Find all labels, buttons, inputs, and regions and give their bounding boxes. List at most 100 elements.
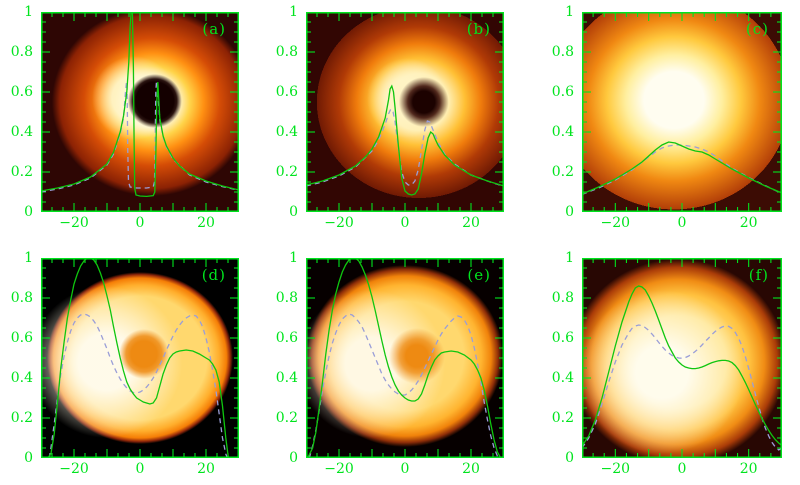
x-tick-label: 20	[197, 461, 215, 477]
x-tick-label: 20	[739, 215, 758, 231]
plot-overlay	[41, 12, 239, 212]
plot-frame	[41, 258, 239, 458]
y-axis-labels: 0 0.2 0.4 0.6 0.8 1	[0, 4, 36, 220]
x-tick-label: −20	[59, 215, 89, 231]
panel-label: (e)	[467, 266, 491, 284]
x-tick-label: 20	[197, 215, 215, 231]
panel-label: (a)	[202, 20, 226, 38]
y-tick-label: 1	[565, 4, 574, 20]
panel-d: 0 0.2 0.4 0.6 0.8 1 (d) −20 0 20	[0, 246, 246, 485]
x-tick-label: −20	[324, 461, 354, 477]
panel-a: 0 0.2 0.4 0.6 0.8 1 (a) −20 0 20	[0, 0, 246, 240]
solid-green-profile	[307, 258, 502, 458]
dashed-profile	[41, 80, 239, 193]
x-tick-label: −20	[600, 215, 631, 231]
plot-frame	[306, 12, 504, 212]
heatmap-image-a	[41, 12, 239, 212]
y-tick-label: 0.6	[275, 330, 298, 346]
x-tick-label: 20	[462, 461, 480, 477]
y-tick-label: 0.8	[551, 44, 574, 60]
x-tick-label: 0	[135, 461, 145, 477]
y-axis-labels: 0 0.2 0.4 0.6 0.8 1	[541, 4, 577, 220]
y-tick-label: 0.4	[275, 124, 298, 140]
y-tick-label: 0.4	[275, 370, 298, 386]
y-tick-label: 0.8	[551, 290, 574, 306]
y-tick-label: 0.6	[275, 84, 298, 100]
solid-green-profile	[41, 12, 239, 198]
plot-frame	[582, 12, 782, 212]
y-tick-label: 0.2	[10, 164, 33, 180]
y-tick-label: 0.2	[551, 164, 574, 180]
y-tick-label: 0	[565, 204, 574, 220]
heatmap-image-f	[582, 258, 782, 458]
y-axis-labels: 0 0.2 0.4 0.6 0.8 1	[0, 250, 36, 466]
dashed-profile	[582, 144, 782, 196]
panel-label: (f)	[748, 266, 769, 284]
plot-box: (e)	[306, 258, 504, 458]
y-tick-label: 0.4	[10, 124, 33, 140]
x-tick-label: 0	[677, 215, 687, 231]
solid-green-profile	[582, 141, 782, 195]
dashed-profile	[308, 313, 502, 458]
y-tick-label: 0.4	[10, 370, 33, 386]
y-tick-label: 1	[24, 4, 33, 20]
panel-label: (d)	[201, 266, 226, 284]
dashed-profile	[582, 324, 782, 451]
plot-box: (c)	[582, 12, 782, 212]
y-tick-label: 1	[289, 4, 298, 20]
y-tick-label: 0.8	[10, 290, 33, 306]
y-tick-label: 0.8	[275, 44, 298, 60]
panel-e: 0 0.2 0.4 0.6 0.8 1 (e) −20 0 20	[265, 246, 511, 485]
y-tick-label: 0.2	[275, 164, 298, 180]
y-tick-label: 0.6	[551, 84, 574, 100]
x-tick-label: −20	[324, 215, 354, 231]
panel-c: 0 0.2 0.4 0.6 0.8 1 (c) −20 0 20	[541, 0, 787, 240]
plot-overlay	[582, 12, 782, 212]
plot-frame	[306, 258, 504, 458]
x-tick-label: 0	[400, 215, 410, 231]
y-tick-label: 0.2	[551, 410, 574, 426]
plot-frame	[582, 258, 782, 458]
x-tick-label: −20	[600, 461, 631, 477]
dashed-profile	[48, 313, 229, 458]
y-tick-label: 0.8	[10, 44, 33, 60]
plot-box: (d)	[41, 258, 239, 458]
x-axis-labels: −20 0 20	[41, 459, 241, 483]
y-tick-label: 0	[289, 450, 298, 466]
x-tick-label: 0	[400, 461, 410, 477]
x-axis-labels: −20 0 20	[41, 213, 241, 237]
x-tick-label: −20	[59, 461, 89, 477]
y-tick-label: 0.6	[551, 330, 574, 346]
y-tick-label: 0.4	[551, 124, 574, 140]
y-tick-label: 1	[24, 250, 33, 266]
plot-box: (b)	[306, 12, 504, 212]
y-tick-label: 1	[565, 250, 574, 266]
y-axis-labels: 0 0.2 0.4 0.6 0.8 1	[265, 4, 301, 220]
y-tick-label: 0	[24, 204, 33, 220]
y-tick-label: 0.6	[10, 84, 33, 100]
y-tick-label: 0	[565, 450, 574, 466]
x-tick-label: 20	[462, 215, 480, 231]
heatmap-image-e	[306, 258, 504, 458]
y-tick-label: 0.6	[10, 330, 33, 346]
plot-overlay	[306, 258, 504, 458]
x-axis-labels: −20 0 20	[582, 213, 782, 237]
y-tick-label: 0	[24, 450, 33, 466]
plot-box: (f)	[582, 258, 782, 458]
x-axis-labels: −20 0 20	[306, 213, 506, 237]
y-tick-label: 0.8	[275, 290, 298, 306]
solid-green-profile	[306, 84, 504, 196]
y-tick-label: 0.2	[275, 410, 298, 426]
plot-overlay	[306, 12, 504, 212]
y-tick-label: 0	[289, 204, 298, 220]
panel-label: (b)	[466, 20, 491, 38]
panel-f: 0 0.2 0.4 0.6 0.8 1 (f) −20 0 20	[541, 246, 787, 485]
plot-overlay	[41, 258, 239, 458]
heatmap-image-b	[306, 12, 504, 212]
x-axis-labels: −20 0 20	[582, 459, 782, 483]
plot-box: (a)	[41, 12, 239, 212]
plot-overlay	[582, 258, 782, 458]
y-tick-label: 0.4	[551, 370, 574, 386]
dashed-profile	[306, 107, 504, 188]
